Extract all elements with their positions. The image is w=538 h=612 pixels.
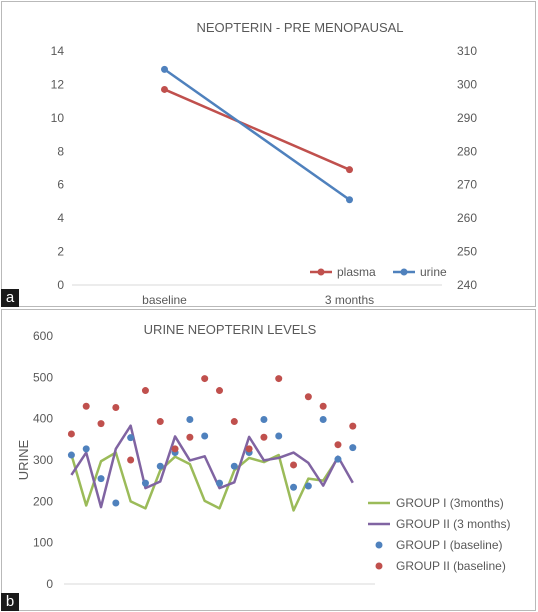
data-point-group-ii-baseline [319, 402, 327, 410]
left-tick-label: 6 [57, 178, 64, 192]
legend-label: plasma [337, 265, 376, 279]
data-point-group-i-baseline [141, 479, 149, 487]
panel-label-b: b [1, 593, 19, 611]
left-tick-label: 4 [57, 211, 64, 225]
y-tick-label: 400 [33, 412, 53, 426]
data-point-group-i-baseline [186, 415, 194, 423]
data-point-group-i-baseline [230, 462, 238, 470]
data-point-group-i-baseline [112, 499, 120, 507]
data-point-group-i-baseline [82, 445, 90, 453]
data-point-group-i-baseline [319, 415, 327, 423]
data-point-group-ii-baseline [216, 387, 223, 395]
data-point-group-ii-baseline [260, 433, 268, 441]
panel-b: URINE NEOPTERIN LEVELS URINE 0 100 200 300 400… [1, 309, 536, 611]
panel-a: NEOPTERIN - PRE MENOPAUSAL 0 2 4 6 8 10 12 14 240… [1, 1, 536, 307]
left-tick-label: 12 [51, 77, 65, 91]
legend-label: urine [420, 265, 447, 279]
data-point-group-i-baseline [260, 415, 268, 423]
y-tick-label: 0 [46, 577, 53, 591]
data-point-group-i-baseline [349, 444, 357, 452]
right-tick-label: 260 [457, 211, 477, 225]
data-point-group-i-baseline [67, 451, 75, 459]
x-tick-label: 3 months [325, 293, 374, 307]
series-line-plasma [164, 88, 350, 171]
data-point-group-ii-baseline [112, 404, 120, 412]
x-tick-label: baseline [142, 293, 187, 307]
right-tick-label: 280 [457, 144, 477, 158]
chart-title: URINE NEOPTERIN LEVELS [144, 322, 317, 337]
data-point-group-ii-baseline [97, 420, 105, 428]
right-tick-label: 300 [457, 77, 477, 91]
y-tick-label: 500 [33, 370, 53, 384]
right-tick-label: 270 [457, 178, 477, 192]
legend-label: GROUP II (baseline) [396, 559, 506, 573]
y-tick-label: 600 [33, 329, 53, 343]
data-point-group-ii-baseline [230, 418, 238, 426]
data-point-plasma [346, 166, 353, 174]
right-tick-label: 290 [457, 111, 477, 125]
chart-title: NEOPTERIN - PRE MENOPAUSAL [196, 20, 403, 35]
legend-label: GROUP II (3 months) [396, 517, 510, 531]
left-tick-label: 8 [57, 144, 64, 158]
data-point-group-i-baseline [275, 432, 283, 440]
data-point-plasma [161, 85, 168, 93]
data-point-group-ii-baseline [82, 402, 90, 410]
data-point-group-ii-baseline [186, 433, 194, 441]
data-point-group-ii-baseline [127, 456, 135, 464]
series-line-group-ii-3-months [70, 424, 354, 509]
urine-neopterin-levels-chart: URINE NEOPTERIN LEVELS URINE 0 100 200 300 400… [16, 322, 510, 591]
panel-label-a: a [1, 289, 19, 307]
data-point-group-ii-baseline [141, 387, 149, 395]
legend-marker-plasma [317, 268, 325, 276]
series-line-group-i-3months [70, 451, 340, 512]
data-point-group-ii-baseline [349, 422, 357, 430]
right-tick-label: 250 [457, 245, 477, 259]
data-point-group-i-baseline [127, 434, 135, 442]
legend-label: GROUP I (3months) [396, 496, 504, 510]
data-point-group-ii-baseline [334, 441, 342, 449]
data-point-group-ii-baseline [201, 375, 209, 383]
right-tick-label: 240 [457, 278, 477, 292]
data-point-group-ii-baseline [67, 430, 75, 438]
data-point-group-i-baseline [201, 432, 209, 440]
y-tick-label: 100 [33, 536, 53, 550]
data-point-group-i-baseline [334, 455, 342, 463]
data-point-group-ii-baseline [156, 418, 164, 426]
data-point-group-i-baseline [304, 482, 312, 490]
data-point-group-i-baseline [290, 483, 298, 491]
legend-label: GROUP I (baseline) [396, 538, 502, 552]
data-point-group-ii-baseline [304, 393, 312, 401]
legend-marker-urine [400, 268, 408, 276]
data-point-group-ii-baseline [245, 445, 253, 453]
y-axis-label: URINE [16, 439, 31, 480]
left-tick-label: 2 [57, 245, 64, 259]
left-tick-label: 10 [51, 111, 65, 125]
legend-marker-group-i-baseline [375, 541, 383, 549]
neopterin-premenopausal-chart: NEOPTERIN - PRE MENOPAUSAL 0 2 4 6 8 10 12 14 240… [51, 20, 478, 307]
data-point-group-i-baseline [216, 479, 223, 487]
left-tick-label: 14 [51, 44, 65, 58]
left-tick-label: 0 [57, 278, 64, 292]
right-tick-label: 310 [457, 44, 477, 58]
y-tick-label: 200 [33, 494, 53, 508]
data-point-group-i-baseline [156, 462, 164, 470]
data-point-group-i-baseline [97, 475, 105, 483]
data-point-urine [346, 196, 353, 204]
y-tick-label: 300 [33, 453, 53, 467]
data-point-urine [161, 65, 168, 73]
legend-marker-group-ii-baseline [375, 562, 383, 570]
series-line-urine [163, 68, 351, 201]
data-point-group-ii-baseline [290, 461, 298, 469]
data-point-group-ii-baseline [275, 375, 283, 383]
data-point-group-ii-baseline [171, 445, 179, 453]
